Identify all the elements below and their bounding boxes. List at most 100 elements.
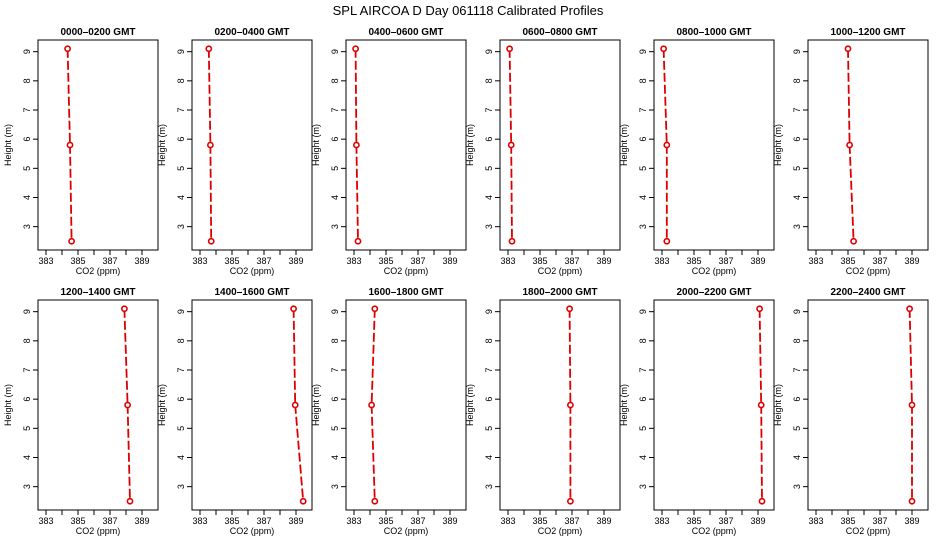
x-axis-label: CO2 (ppm) bbox=[76, 266, 121, 276]
data-point bbox=[68, 237, 75, 245]
y-tick-label: 4 bbox=[638, 195, 648, 200]
y-tick-label: 8 bbox=[638, 78, 648, 83]
panel-title: 2000–2200 GMT bbox=[676, 287, 751, 298]
data-point bbox=[757, 401, 765, 409]
panel-title: 0000–0200 GMT bbox=[60, 27, 135, 38]
figure-title: SPL AIRCOA D Day 061118 Calibrated Profi… bbox=[333, 3, 604, 18]
x-tick-label: 385 bbox=[70, 516, 85, 526]
y-axis-label: Height (m) bbox=[465, 384, 475, 426]
plot-frame bbox=[37, 39, 159, 251]
y-tick-label: 4 bbox=[330, 195, 340, 200]
y-tick-label: 6 bbox=[638, 397, 648, 402]
panel-title: 0200–0400 GMT bbox=[214, 27, 289, 38]
profile-panel: 0600–0800 GMT 383 385 387 389 3 4 5 6 7 8 9 CO2 (ppm… bbox=[465, 27, 621, 276]
y-tick-label: 4 bbox=[176, 195, 186, 200]
y-tick-label: 6 bbox=[22, 137, 32, 142]
y-tick-label: 8 bbox=[484, 78, 494, 83]
data-point bbox=[124, 401, 131, 409]
x-tick-label: 385 bbox=[532, 256, 547, 266]
y-axis-label: Height (m) bbox=[465, 124, 475, 166]
profile-panel: 2000–2200 GMT 383 385 387 389 3 4 5 6 7 8 9 CO2 (ppm… bbox=[619, 287, 775, 536]
y-tick-label: 3 bbox=[638, 484, 648, 489]
x-tick-label: 385 bbox=[224, 256, 239, 266]
data-point bbox=[354, 237, 362, 245]
y-tick-label: 6 bbox=[176, 397, 186, 402]
data-point bbox=[352, 141, 360, 149]
data-point bbox=[850, 237, 857, 245]
y-tick-label: 8 bbox=[176, 338, 186, 343]
data-point bbox=[844, 45, 852, 53]
data-point bbox=[126, 497, 134, 505]
plot-frame bbox=[191, 39, 313, 251]
data-point bbox=[506, 45, 513, 53]
x-axis-label: CO2 (ppm) bbox=[384, 526, 429, 536]
profile-panel: 0400–0600 GMT 383 385 387 389 3 4 5 6 7 8 9 CO2 (ppm… bbox=[311, 27, 467, 276]
y-axis-label: Height (m) bbox=[157, 124, 167, 166]
profile-panel: 1400–1600 GMT 383 385 387 389 3 4 5 6 7 8 9 CO2 (ppm… bbox=[157, 287, 313, 536]
plot-frame bbox=[37, 299, 159, 511]
profile-panel: 1000–1200 GMT 383 385 387 389 3 4 5 6 7 8 9 CO2 (ppm… bbox=[773, 27, 929, 276]
x-tick-label: 383 bbox=[346, 256, 361, 266]
y-tick-label: 8 bbox=[792, 78, 802, 83]
y-tick-label: 8 bbox=[176, 78, 186, 83]
y-tick-label: 3 bbox=[330, 224, 340, 229]
panel-title: 1400–1600 GMT bbox=[214, 287, 289, 298]
panel-title: 1800–2000 GMT bbox=[522, 287, 597, 298]
y-tick-label: 4 bbox=[792, 455, 802, 460]
y-tick-label: 6 bbox=[638, 137, 648, 142]
y-tick-label: 7 bbox=[638, 367, 648, 372]
y-tick-label: 6 bbox=[792, 137, 802, 142]
y-tick-label: 8 bbox=[330, 78, 340, 83]
x-tick-label: 383 bbox=[192, 516, 207, 526]
y-tick-label: 5 bbox=[484, 166, 494, 171]
data-point bbox=[846, 141, 853, 149]
x-tick-label: 387 bbox=[718, 516, 733, 526]
data-point bbox=[64, 45, 71, 53]
y-tick-label: 4 bbox=[330, 455, 340, 460]
data-point bbox=[371, 305, 379, 313]
y-tick-label: 5 bbox=[176, 426, 186, 431]
y-tick-label: 9 bbox=[330, 49, 340, 54]
x-tick-label: 389 bbox=[750, 256, 765, 266]
plot-frame bbox=[499, 39, 621, 251]
y-tick-label: 3 bbox=[22, 224, 32, 229]
x-tick-label: 389 bbox=[134, 516, 149, 526]
plot-frame bbox=[345, 299, 467, 511]
data-point bbox=[352, 45, 359, 53]
panel-title: 1200–1400 GMT bbox=[60, 287, 135, 298]
x-tick-label: 387 bbox=[256, 516, 271, 526]
y-tick-label: 3 bbox=[484, 484, 494, 489]
x-tick-label: 383 bbox=[192, 256, 207, 266]
x-tick-label: 383 bbox=[38, 516, 53, 526]
x-tick-label: 387 bbox=[410, 256, 425, 266]
profile-panel: 2200–2400 GMT 383 385 387 389 3 4 5 6 7 8 9 CO2 (ppm… bbox=[773, 287, 929, 536]
y-axis-label: Height (m) bbox=[311, 124, 321, 166]
x-tick-label: 383 bbox=[808, 256, 823, 266]
panel-title: 0800–1000 GMT bbox=[676, 27, 751, 38]
data-point bbox=[207, 237, 215, 245]
y-tick-label: 3 bbox=[484, 224, 494, 229]
data-point bbox=[205, 45, 213, 53]
y-tick-label: 9 bbox=[792, 309, 802, 314]
y-tick-label: 3 bbox=[176, 224, 186, 229]
y-tick-label: 9 bbox=[792, 49, 802, 54]
y-tick-label: 8 bbox=[22, 338, 32, 343]
x-tick-label: 389 bbox=[904, 516, 919, 526]
plot-frame bbox=[653, 39, 775, 251]
plot-frame bbox=[499, 299, 621, 511]
x-tick-label: 389 bbox=[596, 516, 611, 526]
y-tick-label: 4 bbox=[22, 195, 32, 200]
x-tick-label: 383 bbox=[654, 516, 669, 526]
x-axis-label: CO2 (ppm) bbox=[692, 266, 737, 276]
y-tick-label: 5 bbox=[22, 166, 32, 171]
y-tick-label: 6 bbox=[22, 397, 32, 402]
profile-panel: 0200–0400 GMT 383 385 387 389 3 4 5 6 7 8 9 CO2 (ppm… bbox=[157, 27, 313, 276]
y-tick-label: 3 bbox=[792, 484, 802, 489]
y-axis-label: Height (m) bbox=[3, 384, 13, 426]
y-tick-label: 8 bbox=[792, 338, 802, 343]
y-axis-label: Height (m) bbox=[3, 124, 13, 166]
plot-frame bbox=[653, 299, 775, 511]
data-point bbox=[663, 141, 671, 149]
x-tick-label: 385 bbox=[532, 516, 547, 526]
x-tick-label: 389 bbox=[288, 516, 303, 526]
